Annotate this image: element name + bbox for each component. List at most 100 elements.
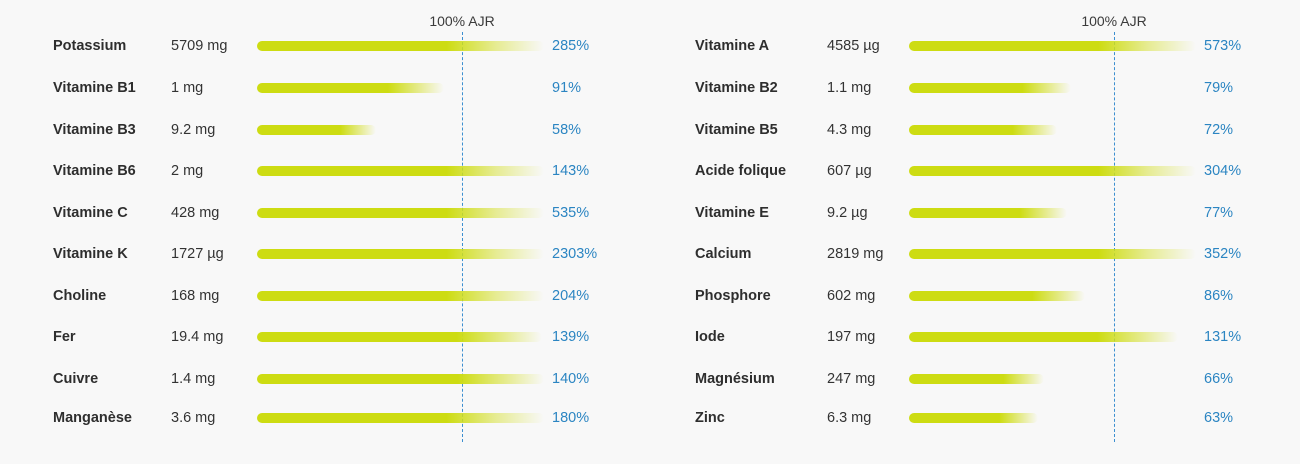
value-bar bbox=[909, 291, 1086, 301]
bar-track bbox=[257, 41, 544, 51]
nutrient-name: Vitamine B3 bbox=[53, 122, 136, 138]
bar-track bbox=[257, 208, 544, 218]
bar-track bbox=[257, 83, 444, 93]
nutrient-name: Fer bbox=[53, 329, 76, 345]
nutrient-name: Zinc bbox=[695, 410, 725, 426]
nutrient-name: Vitamine K bbox=[53, 246, 128, 262]
nutrient-row: Fer 19.4 mg 139% bbox=[53, 327, 653, 347]
bar-track bbox=[909, 332, 1178, 342]
value-bar bbox=[257, 332, 542, 342]
nutrient-name: Acide folique bbox=[695, 163, 787, 179]
percent-label: 535% bbox=[552, 205, 590, 221]
bar-track bbox=[909, 166, 1196, 176]
nutrient-amount: 247 mg bbox=[827, 371, 876, 387]
value-bar bbox=[909, 83, 1071, 93]
nutrient-amount: 9.2 µg bbox=[827, 205, 868, 221]
percent-label: 204% bbox=[552, 288, 590, 304]
value-bar bbox=[257, 208, 544, 218]
value-bar bbox=[909, 249, 1196, 259]
nutrient-name: Vitamine A bbox=[695, 38, 770, 54]
percent-label: 91% bbox=[552, 80, 582, 96]
nutrient-name: Vitamine E bbox=[695, 205, 769, 221]
percent-label: 143% bbox=[552, 163, 590, 179]
value-bar bbox=[909, 166, 1196, 176]
value-bar bbox=[257, 249, 544, 259]
nutrient-name: Phosphore bbox=[695, 288, 771, 304]
nutrient-amount: 1.1 mg bbox=[827, 80, 872, 96]
value-bar bbox=[909, 41, 1196, 51]
nutrient-amount: 4.3 mg bbox=[827, 122, 872, 138]
percent-label: 58% bbox=[552, 122, 582, 138]
nutrient-row: Zinc 6.3 mg 63% bbox=[695, 408, 1295, 428]
percent-label: 285% bbox=[552, 38, 590, 54]
value-bar bbox=[257, 83, 444, 93]
nutrient-name: Vitamine C bbox=[53, 205, 128, 221]
bar-track bbox=[909, 249, 1196, 259]
percent-label: 2303% bbox=[552, 246, 598, 262]
nutrient-row: Choline 168 mg 204% bbox=[53, 286, 653, 306]
reference-line bbox=[1114, 32, 1115, 442]
nutrient-name: Potassium bbox=[53, 38, 127, 54]
bar-track bbox=[257, 413, 544, 423]
nutrient-amount: 428 mg bbox=[171, 205, 220, 221]
bar-track bbox=[909, 83, 1071, 93]
nutrient-row: Acide folique 607 µg 304% bbox=[695, 161, 1295, 181]
nutrient-amount: 607 µg bbox=[827, 163, 872, 179]
nutrient-row: Iode 197 mg 131% bbox=[695, 327, 1295, 347]
bar-track bbox=[909, 208, 1067, 218]
nutrient-row: Vitamine B2 1.1 mg 79% bbox=[695, 78, 1295, 98]
nutrient-name: Calcium bbox=[695, 246, 752, 262]
nutrient-row: Vitamine A 4585 µg 573% bbox=[695, 36, 1295, 56]
percent-label: 131% bbox=[1204, 329, 1242, 345]
bar-track bbox=[257, 125, 376, 135]
reference-label: 100% AJR bbox=[1081, 13, 1147, 29]
value-bar bbox=[909, 208, 1067, 218]
percent-label: 180% bbox=[552, 410, 590, 426]
nutrient-row: Vitamine K 1727 µg 2303% bbox=[53, 244, 653, 264]
nutrient-amount: 602 mg bbox=[827, 288, 876, 304]
nutrient-amount: 6.3 mg bbox=[827, 410, 872, 426]
nutrient-row: Cuivre 1.4 mg 140% bbox=[53, 369, 653, 389]
nutrient-amount: 1 mg bbox=[171, 80, 204, 96]
bar-track bbox=[909, 41, 1196, 51]
nutrient-name: Choline bbox=[53, 288, 107, 304]
nutrient-amount: 19.4 mg bbox=[171, 329, 224, 345]
percent-label: 63% bbox=[1204, 410, 1234, 426]
percent-label: 573% bbox=[1204, 38, 1242, 54]
percent-label: 77% bbox=[1204, 205, 1234, 221]
percent-label: 304% bbox=[1204, 163, 1242, 179]
nutrient-row: Vitamine B3 9.2 mg 58% bbox=[53, 120, 653, 140]
bar-track bbox=[257, 291, 544, 301]
value-bar bbox=[909, 332, 1178, 342]
bar-track bbox=[257, 166, 544, 176]
bar-track bbox=[909, 125, 1057, 135]
percent-label: 86% bbox=[1204, 288, 1234, 304]
nutrient-amount: 1727 µg bbox=[171, 246, 224, 262]
percent-label: 79% bbox=[1204, 80, 1234, 96]
value-bar bbox=[257, 291, 544, 301]
bar-track bbox=[257, 332, 542, 342]
nutrient-name: Vitamine B1 bbox=[53, 80, 136, 96]
nutrient-row: Vitamine B6 2 mg 143% bbox=[53, 161, 653, 181]
value-bar bbox=[257, 125, 376, 135]
nutrient-name: Vitamine B6 bbox=[53, 163, 136, 179]
percent-label: 352% bbox=[1204, 246, 1242, 262]
value-bar bbox=[909, 374, 1045, 384]
value-bar bbox=[257, 374, 544, 384]
bar-track bbox=[909, 413, 1039, 423]
nutrient-row: Potassium 5709 mg 285% bbox=[53, 36, 653, 56]
bar-track bbox=[257, 249, 544, 259]
nutrient-row: Vitamine B5 4.3 mg 72% bbox=[695, 120, 1295, 140]
percent-label: 140% bbox=[552, 371, 590, 387]
value-bar bbox=[909, 413, 1039, 423]
nutrient-name: Manganèse bbox=[53, 410, 132, 426]
bar-track bbox=[909, 291, 1086, 301]
nutrient-amount: 197 mg bbox=[827, 329, 876, 345]
nutrient-amount: 5709 mg bbox=[171, 38, 228, 54]
nutrient-amount: 1.4 mg bbox=[171, 371, 216, 387]
value-bar bbox=[257, 413, 544, 423]
value-bar bbox=[257, 41, 544, 51]
nutrient-row: Vitamine E 9.2 µg 77% bbox=[695, 203, 1295, 223]
nutrient-row: Magnésium 247 mg 66% bbox=[695, 369, 1295, 389]
nutrient-row: Calcium 2819 mg 352% bbox=[695, 244, 1295, 264]
